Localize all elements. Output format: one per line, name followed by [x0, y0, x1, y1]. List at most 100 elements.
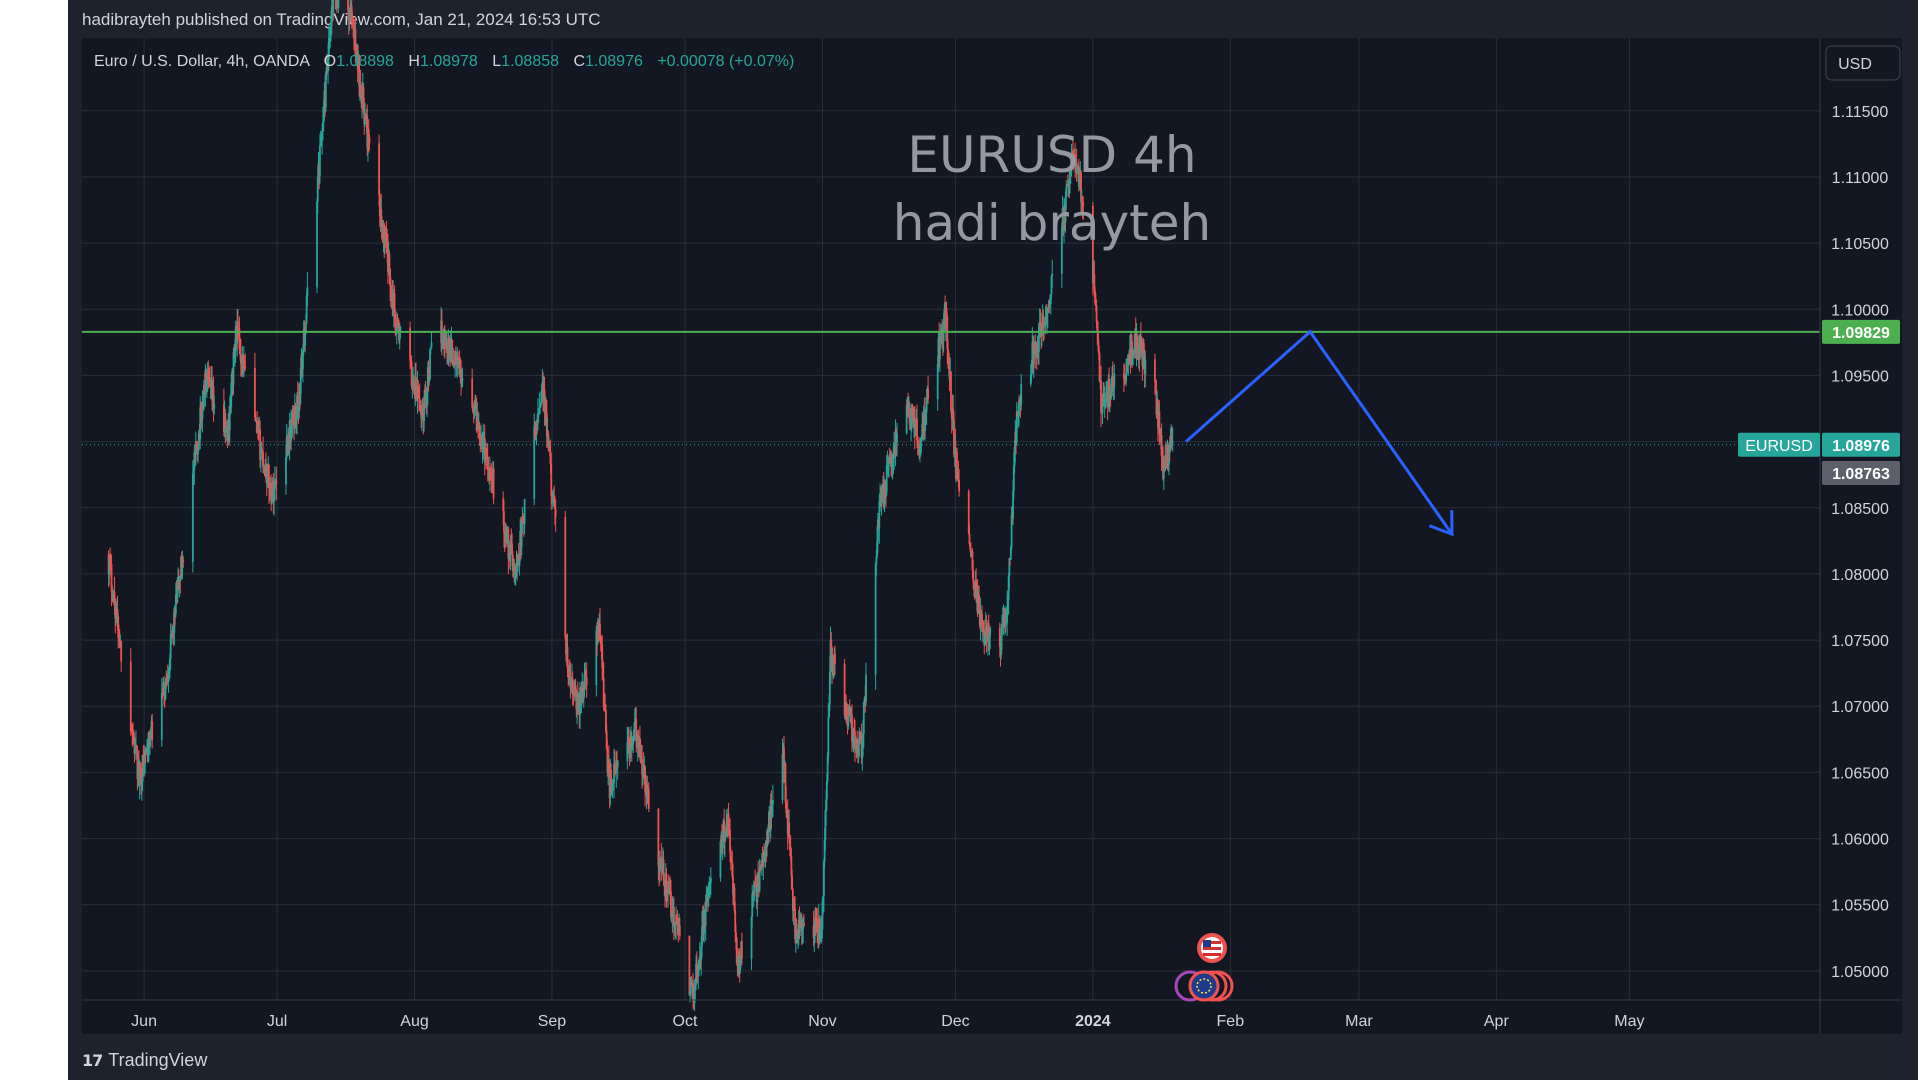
watermark-line2: hadi brayteh [893, 194, 1211, 252]
candle-body [332, 0, 335, 13]
candle-body [1113, 373, 1116, 388]
currency-button-label: USD [1838, 56, 1872, 73]
candle-body [828, 672, 831, 705]
candle-body [632, 736, 635, 745]
candle-body [759, 867, 762, 870]
candle-body [1075, 161, 1078, 171]
symbol-tag-label: EURUSD [1745, 438, 1813, 455]
candle-body [232, 351, 235, 385]
projection-path[interactable] [1184, 329, 1454, 536]
candle-body [661, 861, 663, 867]
candle-body [224, 413, 227, 433]
grid [82, 38, 1820, 1000]
candle-body [347, 0, 349, 10]
candle-body [917, 445, 920, 450]
candle-body [693, 988, 696, 1004]
candle-body [1162, 458, 1164, 479]
candle-body [688, 935, 691, 996]
candle-body [488, 469, 491, 479]
candle-body [225, 428, 227, 433]
candle-body [828, 704, 830, 718]
candle-body [518, 558, 521, 566]
candle-body [797, 932, 799, 936]
candle-body [1016, 411, 1019, 417]
candle-body [570, 687, 573, 689]
candle-body [135, 746, 138, 750]
candle-body [1069, 173, 1071, 185]
currency-button[interactable] [1825, 45, 1901, 81]
candle-body [410, 361, 413, 387]
candle-body [142, 755, 145, 758]
tradingview-footer[interactable]: 17 TradingView [82, 1050, 207, 1071]
candle-body [1161, 456, 1164, 459]
candle-body [327, 38, 330, 60]
candle-body [639, 744, 642, 763]
us-flag-icon[interactable] [1197, 933, 1227, 963]
candle-body [1051, 273, 1054, 277]
time-tick-label: Dec [941, 1013, 969, 1030]
price-tick-label: 1.05000 [1831, 964, 1889, 981]
candle-body [238, 328, 241, 349]
candle-body [723, 820, 726, 842]
time-axis[interactable]: Jun Jul Aug Sep Oct Nov Dec 2024 Feb Mar Apr May [131, 1013, 1644, 1030]
candle-body [418, 397, 420, 399]
candle-body [1077, 167, 1080, 187]
candle-body [611, 782, 614, 791]
candle-body [755, 883, 757, 887]
candle-body [1105, 392, 1108, 400]
candle-body [138, 762, 141, 784]
price-tick-label: 1.06500 [1831, 765, 1889, 782]
candle-body [292, 410, 295, 423]
candle-body [947, 348, 949, 354]
candle-body [193, 452, 196, 470]
candle-body [1101, 397, 1104, 414]
candle-body [1098, 352, 1101, 382]
candle-body [887, 464, 890, 466]
candle-body [486, 458, 489, 470]
candle-body [1008, 558, 1011, 576]
candle-body [989, 627, 992, 637]
candle-body [985, 628, 988, 637]
candle-body [359, 84, 362, 99]
candle-body [275, 479, 278, 485]
time-tick-label: Feb [1217, 1013, 1245, 1030]
eu-flag-icon[interactable] [1174, 970, 1234, 1002]
candle-body [471, 378, 474, 408]
candle-body [256, 420, 259, 424]
candle-body [134, 746, 137, 755]
candle-body [472, 407, 474, 412]
candle-body [1070, 158, 1073, 173]
projection-arrow[interactable] [1184, 329, 1454, 537]
candle-body [273, 480, 276, 490]
candle-body [800, 923, 803, 932]
candle-body [1038, 323, 1040, 353]
candle-body [547, 432, 550, 448]
candle-body [980, 611, 983, 614]
price-axis-tag-label: 1.08976 [1832, 438, 1890, 455]
candle-body [633, 721, 636, 730]
candle-body [979, 611, 982, 627]
candle-body [616, 761, 619, 768]
candle-body [613, 763, 615, 784]
candle-body [474, 400, 477, 407]
candle-body [348, 19, 351, 22]
candle-body [1139, 336, 1142, 358]
candle-body [848, 710, 851, 715]
candle-body [969, 543, 972, 550]
candle-body [1160, 435, 1163, 457]
candle-body [752, 891, 755, 896]
time-tick-label: Oct [673, 1013, 698, 1030]
candle-body [459, 361, 462, 369]
candle-body [1042, 316, 1045, 326]
symbol-tag [1738, 432, 1820, 457]
candle-body [132, 738, 135, 741]
candle-body [629, 744, 632, 759]
candle-body [113, 591, 116, 606]
candle-body [772, 800, 774, 805]
legend-symbol: Euro / U.S. Dollar, 4h, OANDA [94, 53, 310, 70]
legend-low-value: 1.08858 [501, 53, 559, 70]
candle-body [1140, 337, 1143, 354]
candle-body [952, 408, 955, 420]
candle-body [766, 831, 768, 848]
